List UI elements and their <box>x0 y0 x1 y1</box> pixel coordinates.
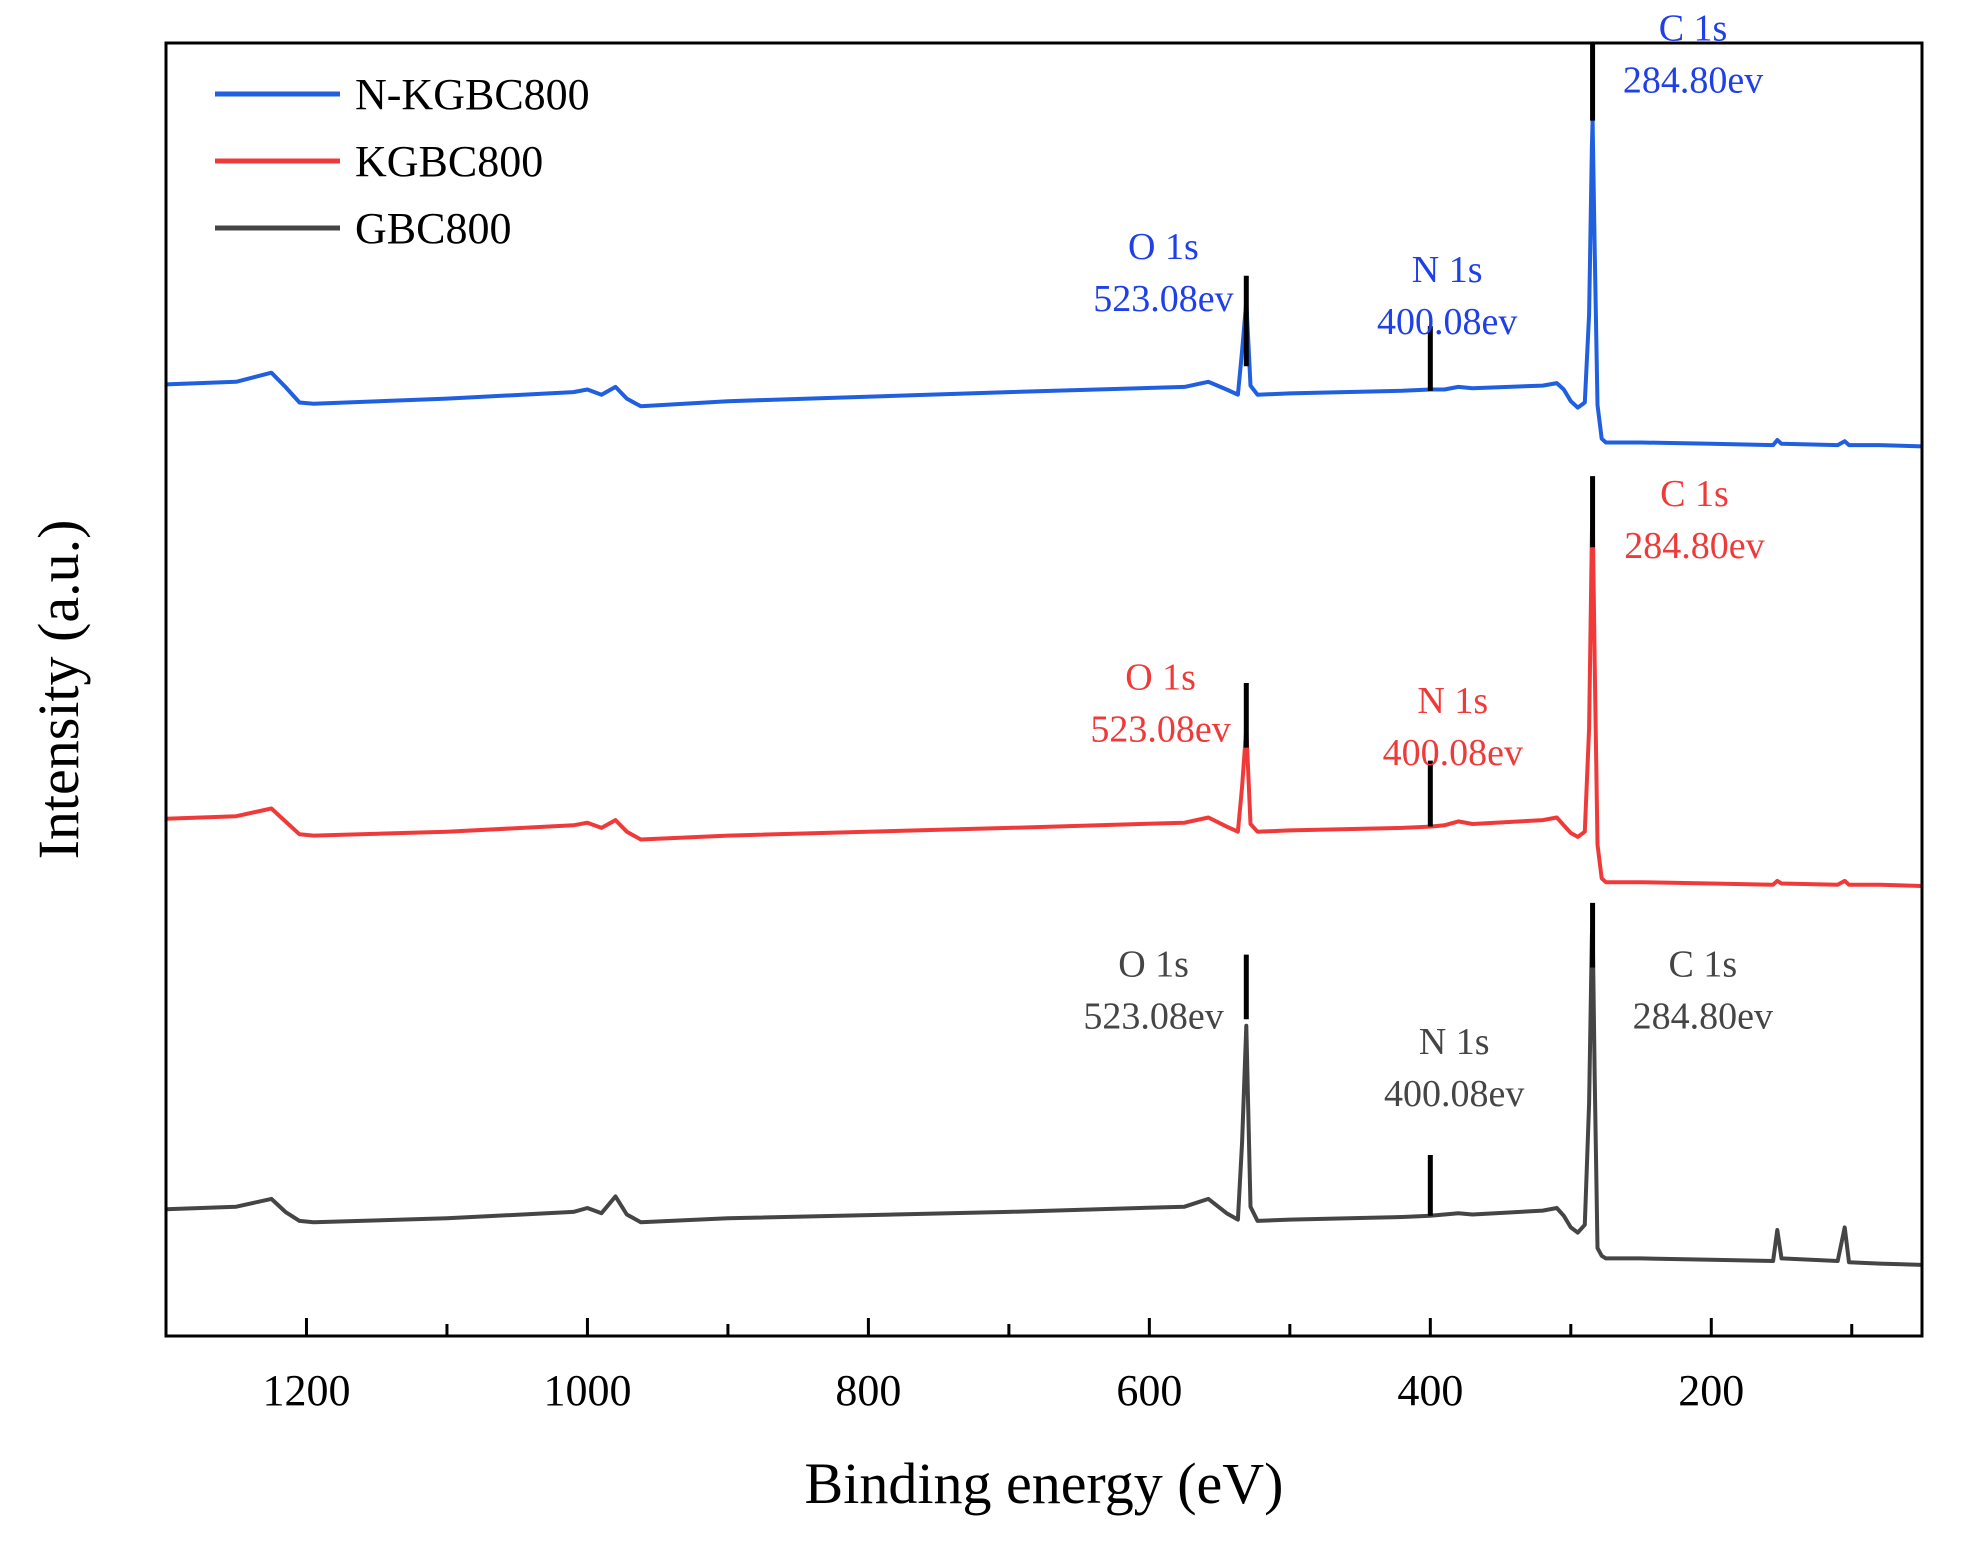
legend: N-KGBC800 KGBC800 GBC800 <box>215 70 590 253</box>
annotation-line: 284.80ev <box>1624 525 1764 567</box>
x-tick-label: 1200 <box>262 1366 350 1415</box>
x-tick-label: 400 <box>1397 1366 1463 1415</box>
series-line-gbc800 <box>165 920 1923 1267</box>
peak-marker-layer <box>1243 43 1596 1216</box>
annotation-line: 284.80ev <box>1623 59 1763 101</box>
annotation-line: O 1s <box>1125 657 1196 699</box>
peak-annotation-kgbc800-n-1s: N 1s 400.08ev <box>1383 680 1523 774</box>
x-tick-label: 800 <box>835 1366 901 1415</box>
peak-annotation-gbc800-n-1s: N 1s 400.08ev <box>1384 1021 1524 1115</box>
annotation-line: N 1s <box>1412 249 1483 291</box>
annotation-line: 400.08ev <box>1384 1073 1524 1115</box>
x-axis-label: Binding energy (eV) <box>805 1451 1284 1516</box>
annotation-line: O 1s <box>1128 226 1199 268</box>
peak-annotation-n-kgbc800-n-1s: N 1s 400.08ev <box>1377 249 1517 343</box>
annotation-line: 523.08ev <box>1093 278 1233 320</box>
plot-area-frame <box>164 41 1924 1338</box>
annotation-line: 523.08ev <box>1090 709 1230 751</box>
x-tick-label: 1000 <box>543 1366 631 1415</box>
peak-annotation-gbc800-c-1s: C 1s 284.80ev <box>1633 944 1773 1038</box>
series-line-kgbc800 <box>165 506 1923 888</box>
annotation-line: N 1s <box>1419 1021 1490 1063</box>
legend-label-gbc800: GBC800 <box>355 204 511 253</box>
annotation-line: N 1s <box>1417 680 1488 722</box>
peak-annotation-kgbc800-o-1s: O 1s 523.08ev <box>1090 657 1230 751</box>
annotation-line: C 1s <box>1669 944 1738 986</box>
annotation-line: C 1s <box>1660 473 1729 515</box>
series-line-n-kgbc800 <box>165 118 1923 449</box>
x-axis: 1200 1000 800 600 400 200 <box>262 1318 1854 1415</box>
peak-annotation-gbc800-o-1s: O 1s 523.08ev <box>1083 944 1223 1038</box>
series-layer <box>165 118 1923 1267</box>
peak-annotation-kgbc800-c-1s: C 1s 284.80ev <box>1624 473 1764 567</box>
legend-label-kgbc800: KGBC800 <box>355 137 543 186</box>
legend-label-n-kgbc800: N-KGBC800 <box>355 70 590 119</box>
peak-annotation-n-kgbc800-o-1s: O 1s 523.08ev <box>1093 226 1233 320</box>
annotation-line: 400.08ev <box>1377 301 1517 343</box>
annotation-layer: O 1s 523.08ev N 1s 400.08ev C 1s 284.80ev O 1s… <box>1083 7 1773 1115</box>
x-tick-label: 200 <box>1678 1366 1744 1415</box>
annotation-line: 523.08ev <box>1083 996 1223 1038</box>
y-axis-label: Intensity (a.u.) <box>26 520 91 860</box>
annotation-line: 284.80ev <box>1633 996 1773 1038</box>
annotation-line: O 1s <box>1118 944 1189 986</box>
x-tick-label: 600 <box>1116 1366 1182 1415</box>
annotation-line: 400.08ev <box>1383 732 1523 774</box>
peak-annotation-n-kgbc800-c-1s: C 1s 284.80ev <box>1623 7 1763 101</box>
